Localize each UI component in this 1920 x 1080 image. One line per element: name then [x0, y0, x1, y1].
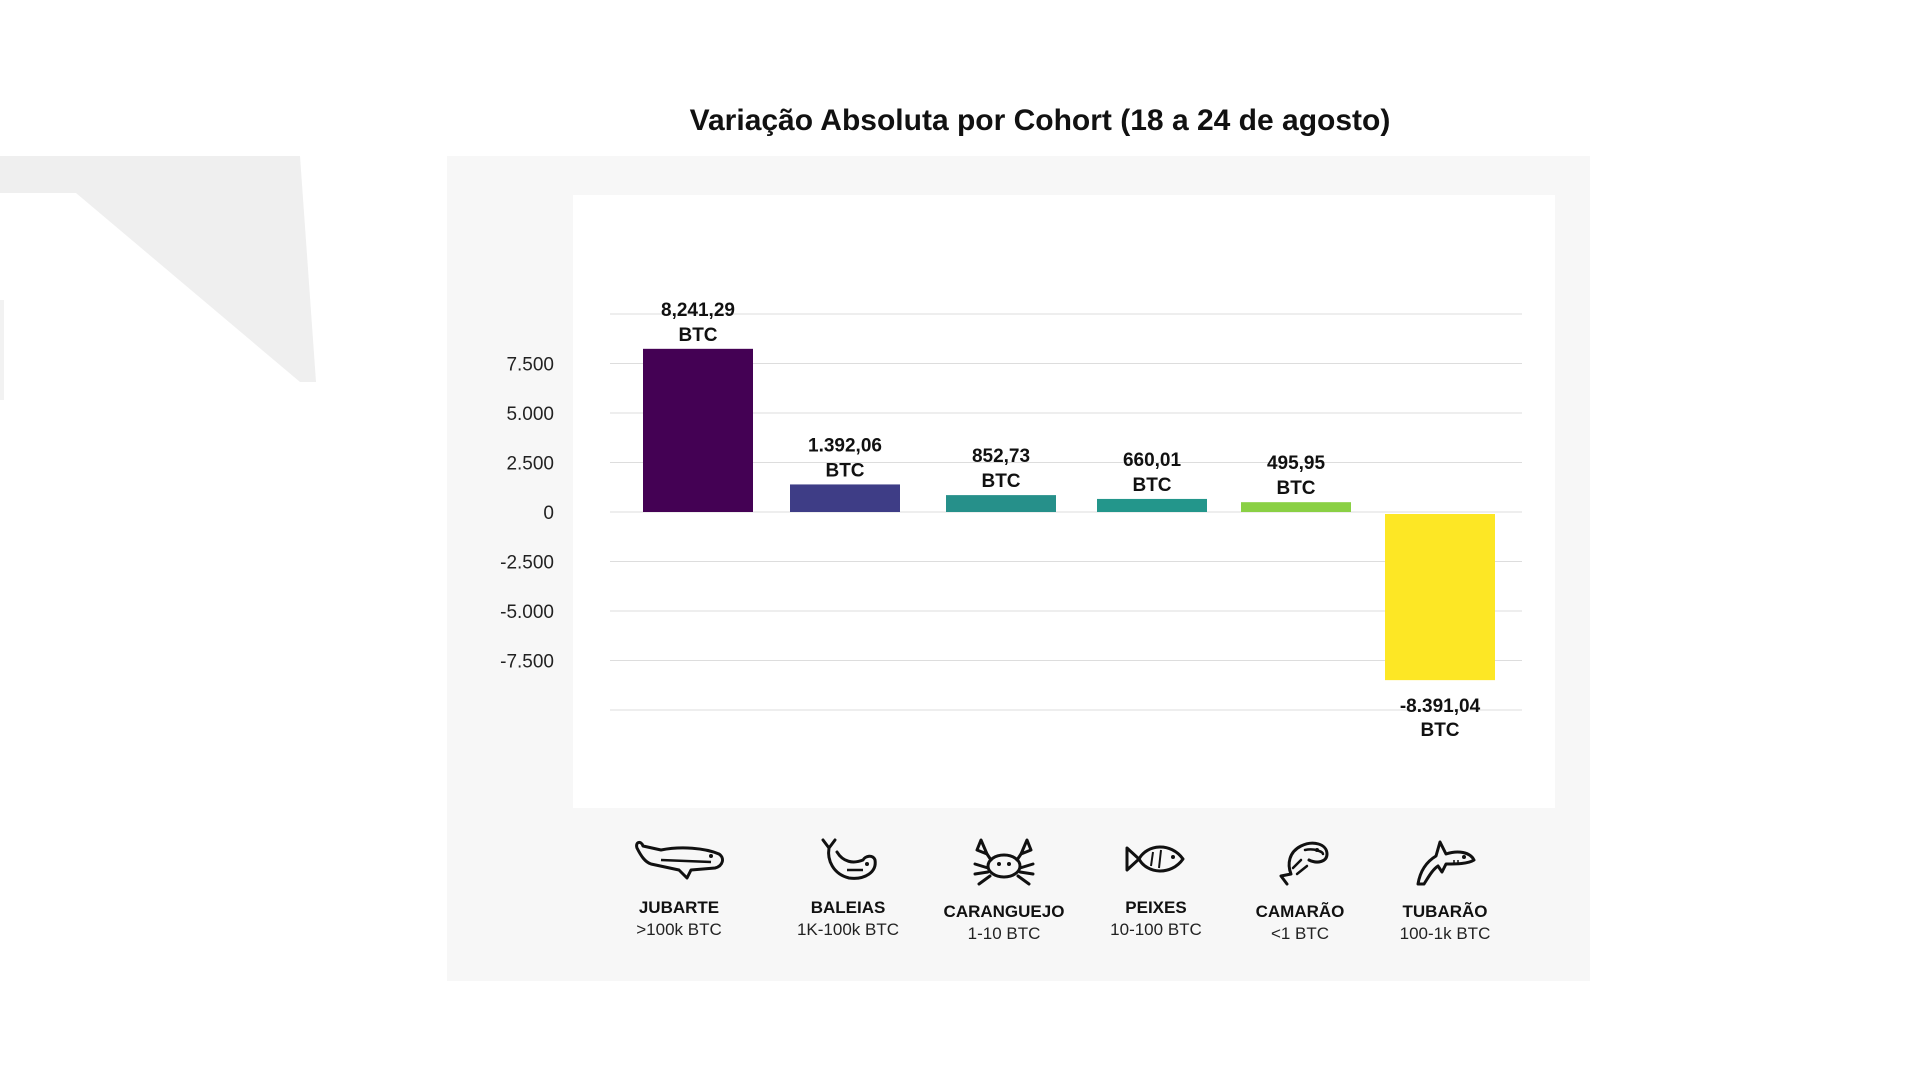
- cohort-name: BALEIAS: [810, 898, 886, 917]
- bar-jubarte: [643, 348, 753, 512]
- shrimp-icon: [1279, 841, 1329, 886]
- cohort-range: 100-1k BTC: [1399, 924, 1491, 943]
- bar-caranguejo: [946, 495, 1056, 512]
- cohort-name: CARANGUEJO: [943, 902, 1065, 921]
- y-tick-label: -7.500: [500, 652, 554, 673]
- data-label-value: -8.391,04: [1400, 696, 1481, 717]
- bar-tubarão: [1385, 514, 1495, 681]
- humpback-whale-icon: [635, 840, 724, 880]
- whale-icon: [821, 838, 877, 880]
- cohort-range: <1 BTC: [1270, 924, 1330, 943]
- bar-peixes: [1097, 498, 1207, 512]
- category-tubarao: TUBARÃO 100-1k BTC: [1360, 834, 1530, 944]
- data-label-value: 1.392,06: [808, 435, 882, 456]
- fish-icon: [1125, 845, 1185, 873]
- y-tick-label: 5.000: [506, 404, 554, 425]
- y-tick-label: -5.000: [500, 602, 554, 623]
- cohort-range: 10-100 BTC: [1110, 920, 1202, 939]
- data-label-unit: BTC: [678, 325, 717, 346]
- crab-icon: [973, 838, 1035, 886]
- cohort-range: 1K-100k BTC: [796, 920, 900, 939]
- category-peixes: PEIXES 10-100 BTC: [1071, 834, 1241, 940]
- data-label-unit: BTC: [825, 460, 864, 481]
- category-caranguejo: CARANGUEJO 1-10 BTC: [919, 834, 1089, 944]
- data-label-value: 495,95: [1267, 453, 1326, 474]
- cohort-name: PEIXES: [1125, 898, 1187, 917]
- background-decoration: [0, 156, 316, 400]
- y-tick-label: 2.500: [506, 454, 554, 475]
- data-label-value: 852,73: [972, 446, 1030, 467]
- cohort-range: >100k BTC: [636, 920, 722, 939]
- data-label-value: 8,241,29: [661, 300, 735, 321]
- shark-icon: [1416, 840, 1476, 886]
- category-baleias: BALEIAS 1K-100k BTC: [763, 834, 933, 940]
- cohort-range: 1-10 BTC: [967, 924, 1041, 943]
- data-label-unit: BTC: [981, 471, 1020, 492]
- data-label-value: 660,01: [1123, 450, 1182, 471]
- cohort-name: JUBARTE: [638, 898, 720, 917]
- bar-camarão: [1241, 502, 1351, 512]
- data-label-unit: BTC: [1276, 478, 1315, 499]
- cohort-name: CAMARÃO: [1255, 902, 1345, 921]
- data-label-unit: BTC: [1420, 720, 1459, 741]
- cohort-name: TUBARÃO: [1402, 902, 1488, 921]
- category-camarao: CAMARÃO <1 BTC: [1215, 834, 1385, 944]
- y-tick-label: 7.500: [506, 355, 554, 376]
- bar-baleias: [790, 484, 900, 512]
- y-tick-label: 0: [543, 503, 554, 524]
- data-label-unit: BTC: [1132, 475, 1171, 496]
- category-jubarte: JUBARTE >100k BTC: [594, 834, 764, 940]
- y-tick-label: -2.500: [500, 553, 554, 574]
- chart-title: Variação Absoluta por Cohort (18 a 24 de…: [689, 104, 1391, 137]
